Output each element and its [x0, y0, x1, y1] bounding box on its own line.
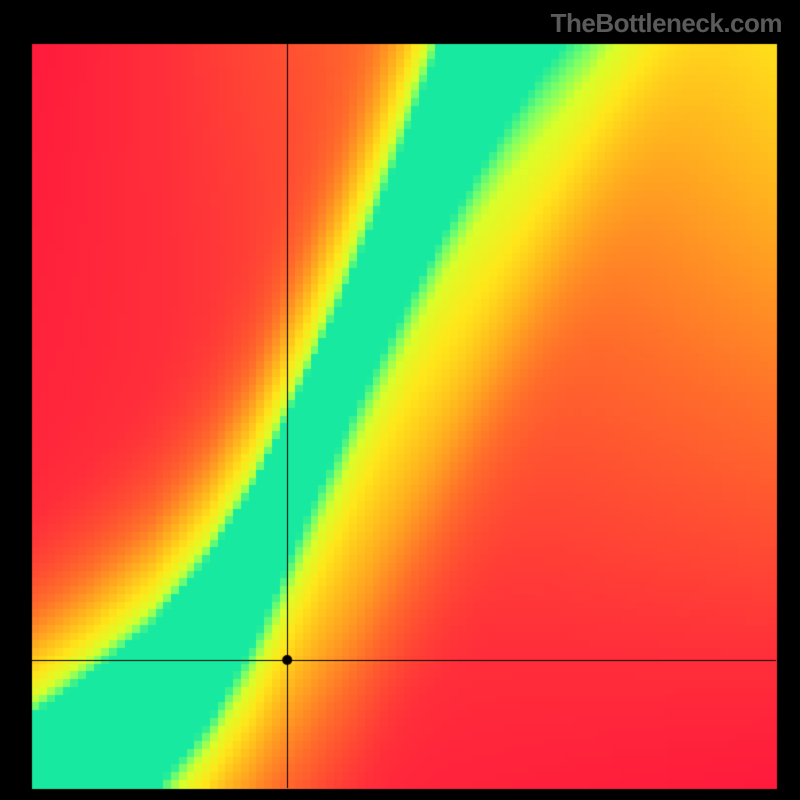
bottleneck-heatmap — [0, 0, 800, 800]
watermark-text: TheBottleneck.com — [551, 8, 782, 39]
chart-container: TheBottleneck.com — [0, 0, 800, 800]
